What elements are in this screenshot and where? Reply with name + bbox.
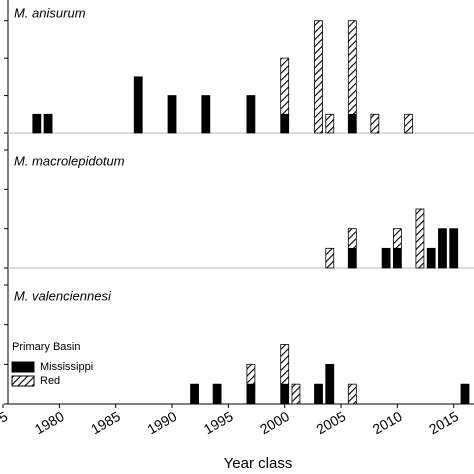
bar — [291, 383, 301, 405]
x-tick-label: 2005 — [313, 408, 348, 438]
x-tick-label: 1975 — [0, 408, 11, 438]
legend-label: Mississippi — [40, 361, 93, 373]
bar — [246, 383, 256, 405]
bar — [370, 113, 380, 134]
bar — [325, 363, 335, 405]
bar — [347, 247, 357, 269]
bar — [392, 247, 402, 269]
bar — [201, 95, 211, 134]
x-tick-label: 1980 — [32, 408, 67, 438]
x-axis-label: Year class — [224, 455, 293, 472]
bar — [167, 95, 177, 134]
legend-swatch — [11, 375, 35, 387]
bar — [347, 383, 357, 405]
x-tick-label: 2000 — [257, 408, 292, 438]
bar — [449, 228, 459, 269]
bar — [347, 113, 357, 134]
bar — [280, 383, 290, 405]
bar — [133, 76, 143, 134]
bar — [280, 57, 290, 115]
bar — [347, 228, 357, 249]
bar — [438, 228, 447, 269]
x-tick-label: 2010 — [370, 408, 405, 438]
x-tick-label: 1985 — [88, 408, 123, 438]
bar — [32, 113, 42, 134]
bar — [280, 344, 290, 385]
bar — [426, 247, 436, 269]
bar — [325, 113, 335, 134]
bar — [212, 383, 222, 405]
x-tick-label: 1990 — [144, 408, 179, 438]
bar — [381, 247, 391, 269]
bar — [347, 20, 357, 115]
bar — [280, 113, 290, 134]
bar — [404, 113, 414, 134]
x-tick-label: 2015 — [426, 408, 461, 438]
legend-swatch — [11, 361, 35, 373]
bar — [314, 383, 323, 405]
bar — [325, 247, 335, 269]
bar — [190, 383, 199, 405]
bar — [246, 363, 256, 385]
panel-title: M. anisurum — [14, 5, 86, 20]
panel-title: M. valenciennesi — [14, 288, 112, 303]
panel-title: M. macrolepidotum — [14, 153, 125, 168]
bar — [246, 95, 256, 134]
x-tick-label: 1995 — [201, 408, 236, 438]
legend-title: Primary Basin — [12, 341, 80, 353]
bar — [460, 383, 470, 405]
bar — [415, 208, 425, 269]
bar — [314, 20, 323, 134]
bar — [392, 228, 402, 249]
legend-label: Red — [40, 375, 60, 387]
bar — [43, 113, 53, 134]
